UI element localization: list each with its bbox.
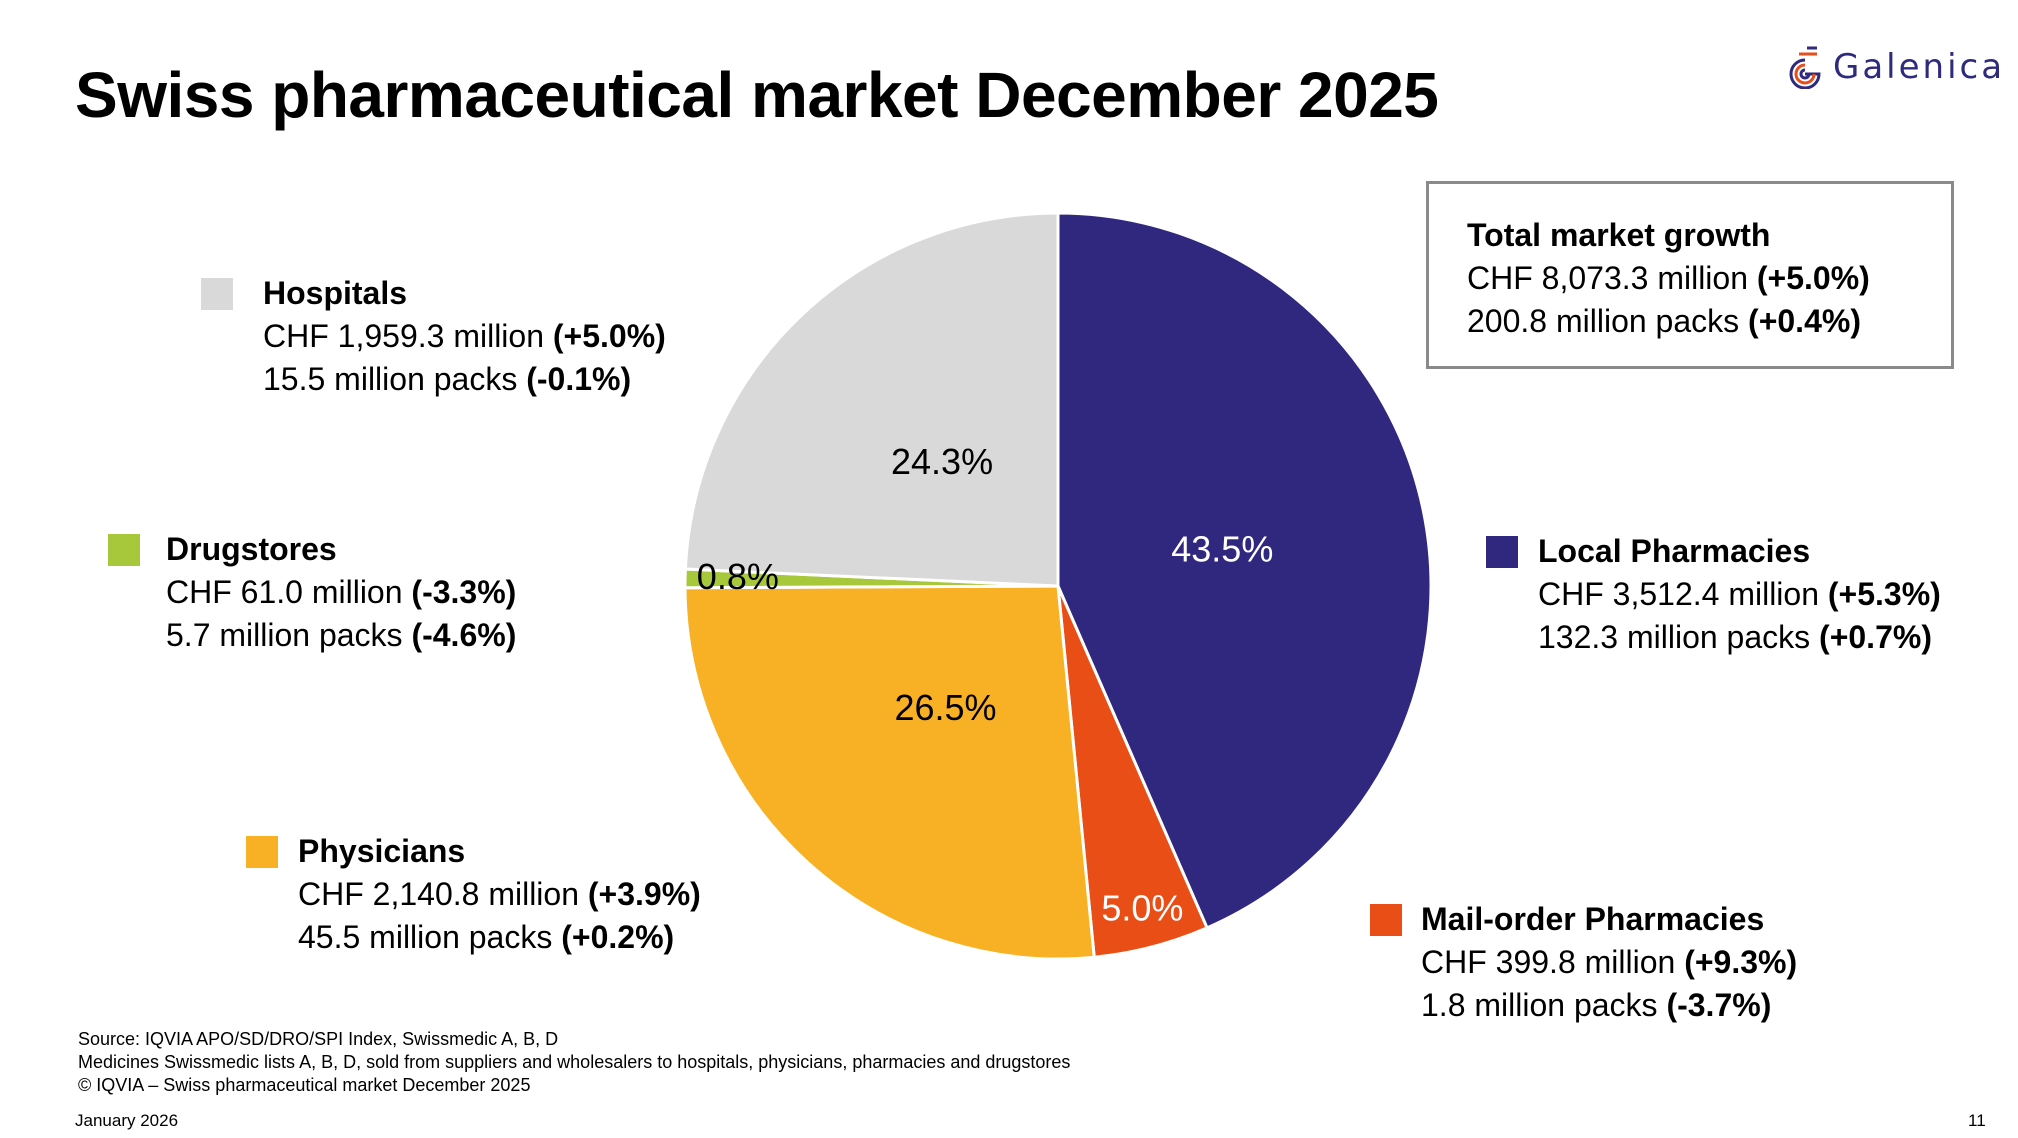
legend-physicians: Physicians CHF 2,140.8 million (+3.9%) 4… — [246, 830, 701, 959]
legend-value-line: CHF 2,140.8 million (+3.9%) — [298, 876, 701, 912]
pie-label-hospitals: 24.3% — [891, 441, 993, 482]
legend-name: Hospitals — [263, 275, 408, 311]
galenica-logo-icon — [1789, 46, 1821, 89]
legend-value-line: CHF 1,959.3 million (+5.0%) — [263, 318, 666, 354]
legend-swatch-physicians — [246, 836, 278, 868]
legend-swatch-drugstores — [108, 534, 140, 566]
legend-swatch-mail-order — [1370, 904, 1402, 936]
galenica-logo: Galenica — [1785, 45, 2005, 89]
legend-name: Physicians — [298, 833, 466, 869]
footer-notes: Source: IQVIA APO/SD/DRO/SPI Index, Swis… — [78, 1028, 1070, 1097]
pie-label-local-pharmacies: 43.5% — [1171, 528, 1273, 569]
pie-slice-hospitals — [683, 211, 1060, 588]
legend-drugstores: Drugstores CHF 61.0 million (-3.3%) 5.7 … — [108, 528, 517, 657]
pie-slice-local-pharmacies — [1056, 211, 1433, 930]
footer-date: January 2026 — [75, 1111, 179, 1130]
total-label: Total market growth — [1467, 217, 1771, 253]
legend-value-line: CHF 61.0 million (-3.3%) — [166, 574, 517, 610]
legend-value-line: CHF 3,512.4 million (+5.3%) — [1538, 576, 1941, 612]
legend-packs-line: 15.5 million packs (-0.1%) — [263, 361, 632, 397]
legend-value-line: CHF 399.8 million (+9.3%) — [1421, 944, 1798, 980]
legend-local-pharmacies: Local Pharmacies CHF 3,512.4 million (+5… — [1486, 530, 1941, 659]
legend-packs-line: 1.8 million packs (-3.7%) — [1421, 987, 1772, 1023]
page-title: Swiss pharmaceutical market December 202… — [75, 59, 1439, 131]
total-market-box: Total market growth CHF 8,073.3 million … — [1426, 181, 1954, 369]
pie-label-mail-order-pharmacies: 5.0% — [1101, 887, 1183, 928]
footer-note: Medicines Swissmedic lists A, B, D, sold… — [78, 1052, 1071, 1072]
legend-name: Mail-order Pharmacies — [1421, 901, 1765, 937]
pie-slice-physicians — [683, 584, 1096, 961]
pie-label-physicians: 26.5% — [894, 687, 996, 728]
legend-hospitals: Hospitals CHF 1,959.3 million (+5.0%) 15… — [201, 272, 666, 401]
footer-source: Source: IQVIA APO/SD/DRO/SPI Index, Swis… — [78, 1029, 559, 1049]
legend-packs-line: 45.5 million packs (+0.2%) — [298, 919, 675, 955]
legend-name: Drugstores — [166, 531, 337, 567]
legend-name: Local Pharmacies — [1538, 533, 1811, 569]
page-number: 11 — [1968, 1111, 1986, 1130]
legend-packs-line: 132.3 million packs (+0.7%) — [1538, 619, 1932, 655]
pie-label-drugstores: 0.8% — [697, 556, 779, 597]
footer-copyright: © IQVIA – Swiss pharmaceutical market De… — [78, 1075, 531, 1095]
total-packs-line: 200.8 million packs (+0.4%) — [1467, 303, 1861, 339]
legend-packs-line: 5.7 million packs (-4.6%) — [166, 617, 517, 653]
total-value-line: CHF 8,073.3 million (+5.0%) — [1467, 260, 1870, 296]
logo-text: Galenica — [1833, 47, 2006, 87]
legend-mail-order-pharmacies: Mail-order Pharmacies CHF 399.8 million … — [1370, 898, 1798, 1027]
legend-swatch-hospitals — [201, 278, 233, 310]
legend-swatch-local-pharmacies — [1486, 536, 1518, 568]
